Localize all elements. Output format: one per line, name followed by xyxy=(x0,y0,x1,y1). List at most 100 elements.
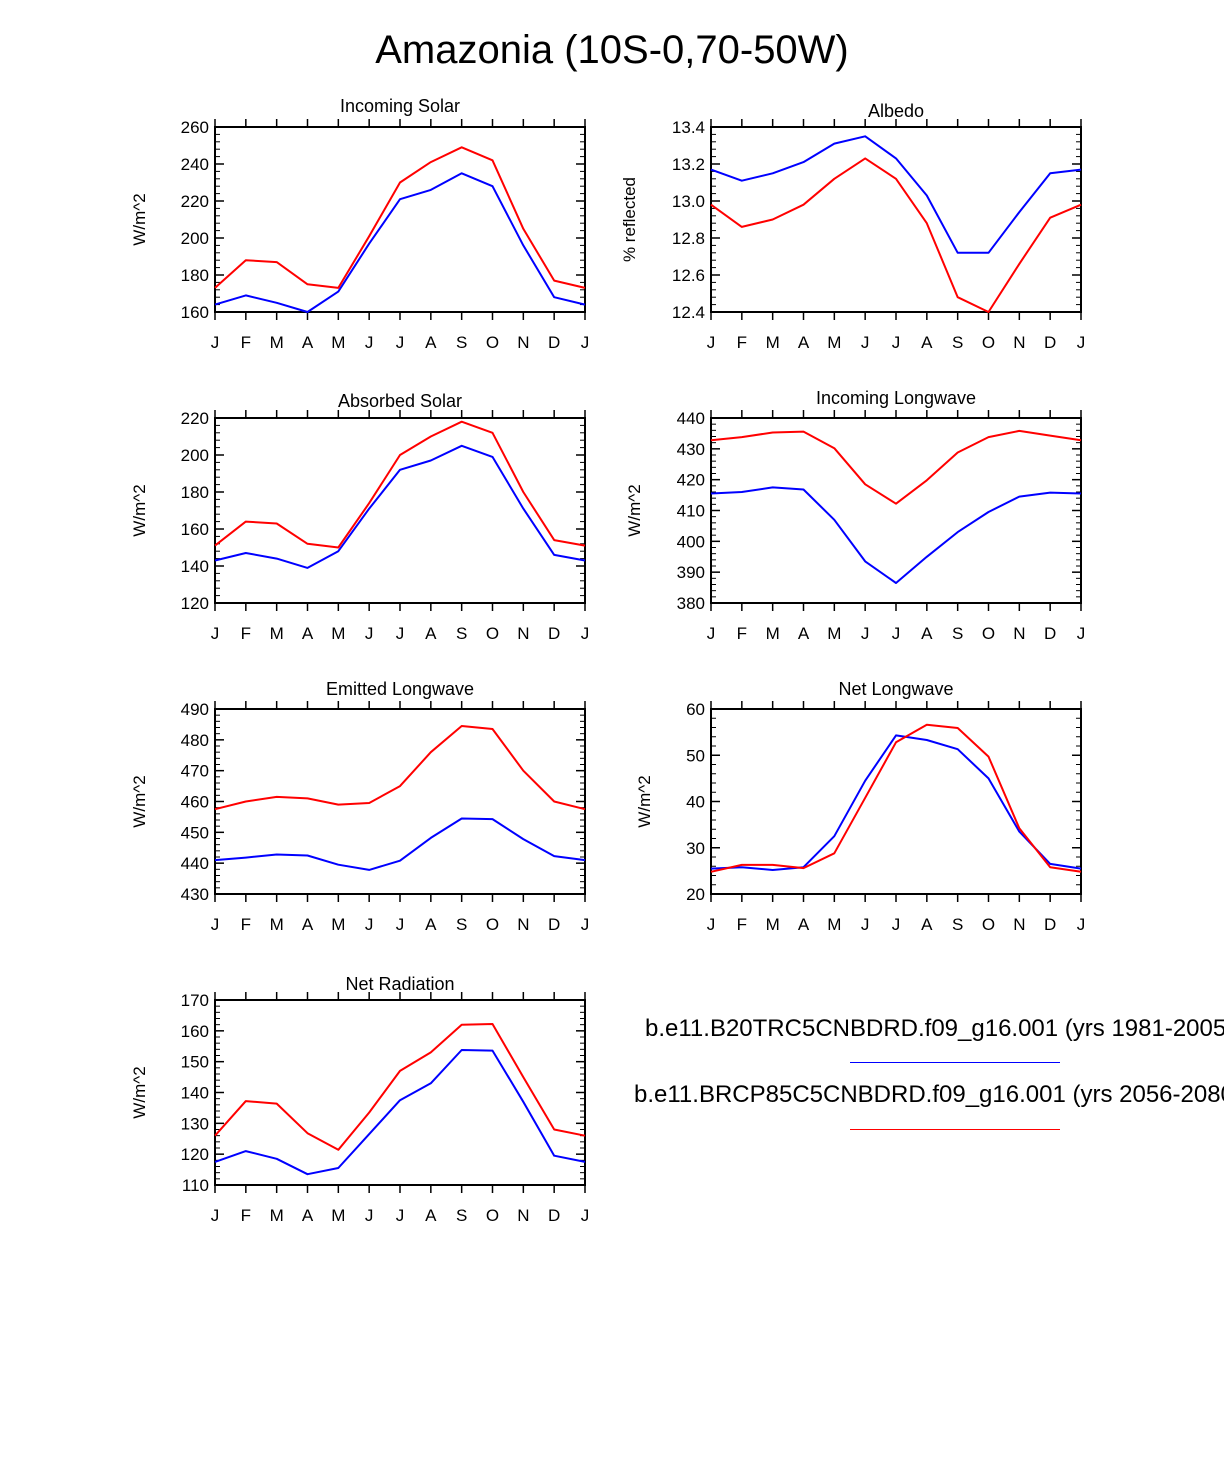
x-tick-label: A xyxy=(425,624,437,643)
y-axis-label: W/m^2 xyxy=(625,484,644,536)
x-tick-label: M xyxy=(331,333,345,352)
x-tick-label: N xyxy=(517,333,529,352)
x-tick-label: F xyxy=(737,915,747,934)
y-tick-label: 12.6 xyxy=(672,266,705,285)
y-axis-label: W/m^2 xyxy=(130,484,149,536)
x-tick-label: N xyxy=(1013,333,1025,352)
x-tick-label: A xyxy=(302,1206,314,1225)
y-tick-label: 170 xyxy=(181,991,209,1010)
series-line-rcp85 xyxy=(710,157,1082,313)
y-tick-label: 40 xyxy=(686,793,705,812)
series-line-rcp85 xyxy=(710,723,1082,873)
x-tick-label: J xyxy=(707,333,716,352)
y-tick-label: 410 xyxy=(677,502,705,521)
y-tick-label: 120 xyxy=(181,594,209,613)
y-tick-label: 12.4 xyxy=(672,303,705,322)
y-tick-label: 490 xyxy=(181,700,209,719)
y-tick-label: 30 xyxy=(686,839,705,858)
y-tick-label: 20 xyxy=(686,885,705,904)
x-tick-label: S xyxy=(456,915,467,934)
x-tick-label: J xyxy=(396,915,405,934)
x-tick-label: S xyxy=(456,333,467,352)
x-tick-label: D xyxy=(548,1206,560,1225)
x-tick-label: J xyxy=(581,624,590,643)
x-tick-label: J xyxy=(892,333,901,352)
y-tick-label: 470 xyxy=(181,762,209,781)
x-tick-label: O xyxy=(486,915,499,934)
x-tick-label: J xyxy=(861,333,870,352)
y-tick-label: 440 xyxy=(677,409,705,428)
x-tick-label: F xyxy=(737,624,747,643)
x-tick-label: D xyxy=(548,333,560,352)
x-tick-label: J xyxy=(861,915,870,934)
page-title: Amazonia (10S-0,70-50W) xyxy=(375,28,849,72)
x-tick-label: M xyxy=(331,1206,345,1225)
x-tick-label: J xyxy=(1077,624,1086,643)
x-tick-label: A xyxy=(798,915,810,934)
y-tick-label: 60 xyxy=(686,700,705,719)
x-tick-label: A xyxy=(302,624,314,643)
x-tick-label: D xyxy=(1044,915,1056,934)
y-tick-label: 110 xyxy=(182,1176,209,1195)
x-tick-label: M xyxy=(766,333,780,352)
x-tick-label: M xyxy=(331,624,345,643)
legend-swatch-historical xyxy=(850,1062,1060,1063)
x-tick-label: J xyxy=(1077,333,1086,352)
x-tick-label: J xyxy=(581,333,590,352)
x-tick-label: M xyxy=(766,624,780,643)
legend-label-historical: b.e11.B20TRC5CNBDRD.f09_g16.001 (yrs 198… xyxy=(645,1015,1224,1042)
x-tick-label: F xyxy=(241,333,251,352)
x-tick-label: F xyxy=(241,1206,251,1225)
series-line-historical xyxy=(710,486,1082,584)
y-tick-label: 180 xyxy=(181,266,209,285)
y-tick-label: 130 xyxy=(181,1114,209,1133)
y-tick-label: 12.8 xyxy=(672,229,705,248)
x-tick-label: F xyxy=(241,915,251,934)
y-axis-label: W/m^2 xyxy=(130,775,149,827)
x-tick-label: A xyxy=(425,333,437,352)
x-tick-label: S xyxy=(456,624,467,643)
x-tick-label: M xyxy=(270,624,284,643)
x-tick-label: M xyxy=(766,915,780,934)
x-tick-label: D xyxy=(1044,333,1056,352)
y-tick-label: 450 xyxy=(181,823,209,842)
series-line-rcp85 xyxy=(214,1023,586,1151)
x-tick-label: O xyxy=(486,624,499,643)
y-tick-label: 240 xyxy=(181,155,209,174)
x-tick-label: J xyxy=(211,915,220,934)
plot-frame xyxy=(214,708,586,895)
x-tick-label: J xyxy=(396,333,405,352)
series-line-historical xyxy=(214,444,586,569)
x-tick-label: S xyxy=(952,915,963,934)
plot-frame xyxy=(214,417,586,604)
x-tick-label: N xyxy=(517,915,529,934)
chart-title: Albedo xyxy=(868,101,924,121)
x-tick-label: F xyxy=(737,333,747,352)
x-tick-label: S xyxy=(952,624,963,643)
y-tick-label: 480 xyxy=(181,731,209,750)
series-line-rcp85 xyxy=(214,420,586,549)
x-tick-label: J xyxy=(892,915,901,934)
series-line-historical xyxy=(214,172,586,313)
chart-title: Net Radiation xyxy=(345,974,454,994)
y-tick-label: 440 xyxy=(181,854,209,873)
plot-frame xyxy=(214,126,586,313)
y-tick-label: 430 xyxy=(677,440,705,459)
x-tick-label: N xyxy=(517,624,529,643)
x-tick-label: O xyxy=(982,333,995,352)
x-tick-label: J xyxy=(211,624,220,643)
x-tick-label: J xyxy=(581,915,590,934)
y-tick-label: 120 xyxy=(181,1145,209,1164)
y-tick-label: 260 xyxy=(181,118,209,137)
x-tick-label: O xyxy=(982,624,995,643)
y-tick-label: 220 xyxy=(181,192,209,211)
y-tick-label: 180 xyxy=(181,483,209,502)
x-tick-label: A xyxy=(921,624,933,643)
y-tick-label: 380 xyxy=(677,594,705,613)
y-tick-label: 390 xyxy=(677,563,705,582)
x-tick-label: M xyxy=(270,915,284,934)
y-tick-label: 140 xyxy=(181,1084,209,1103)
x-tick-label: A xyxy=(921,915,933,934)
x-tick-label: J xyxy=(211,1206,220,1225)
x-tick-label: N xyxy=(1013,915,1025,934)
